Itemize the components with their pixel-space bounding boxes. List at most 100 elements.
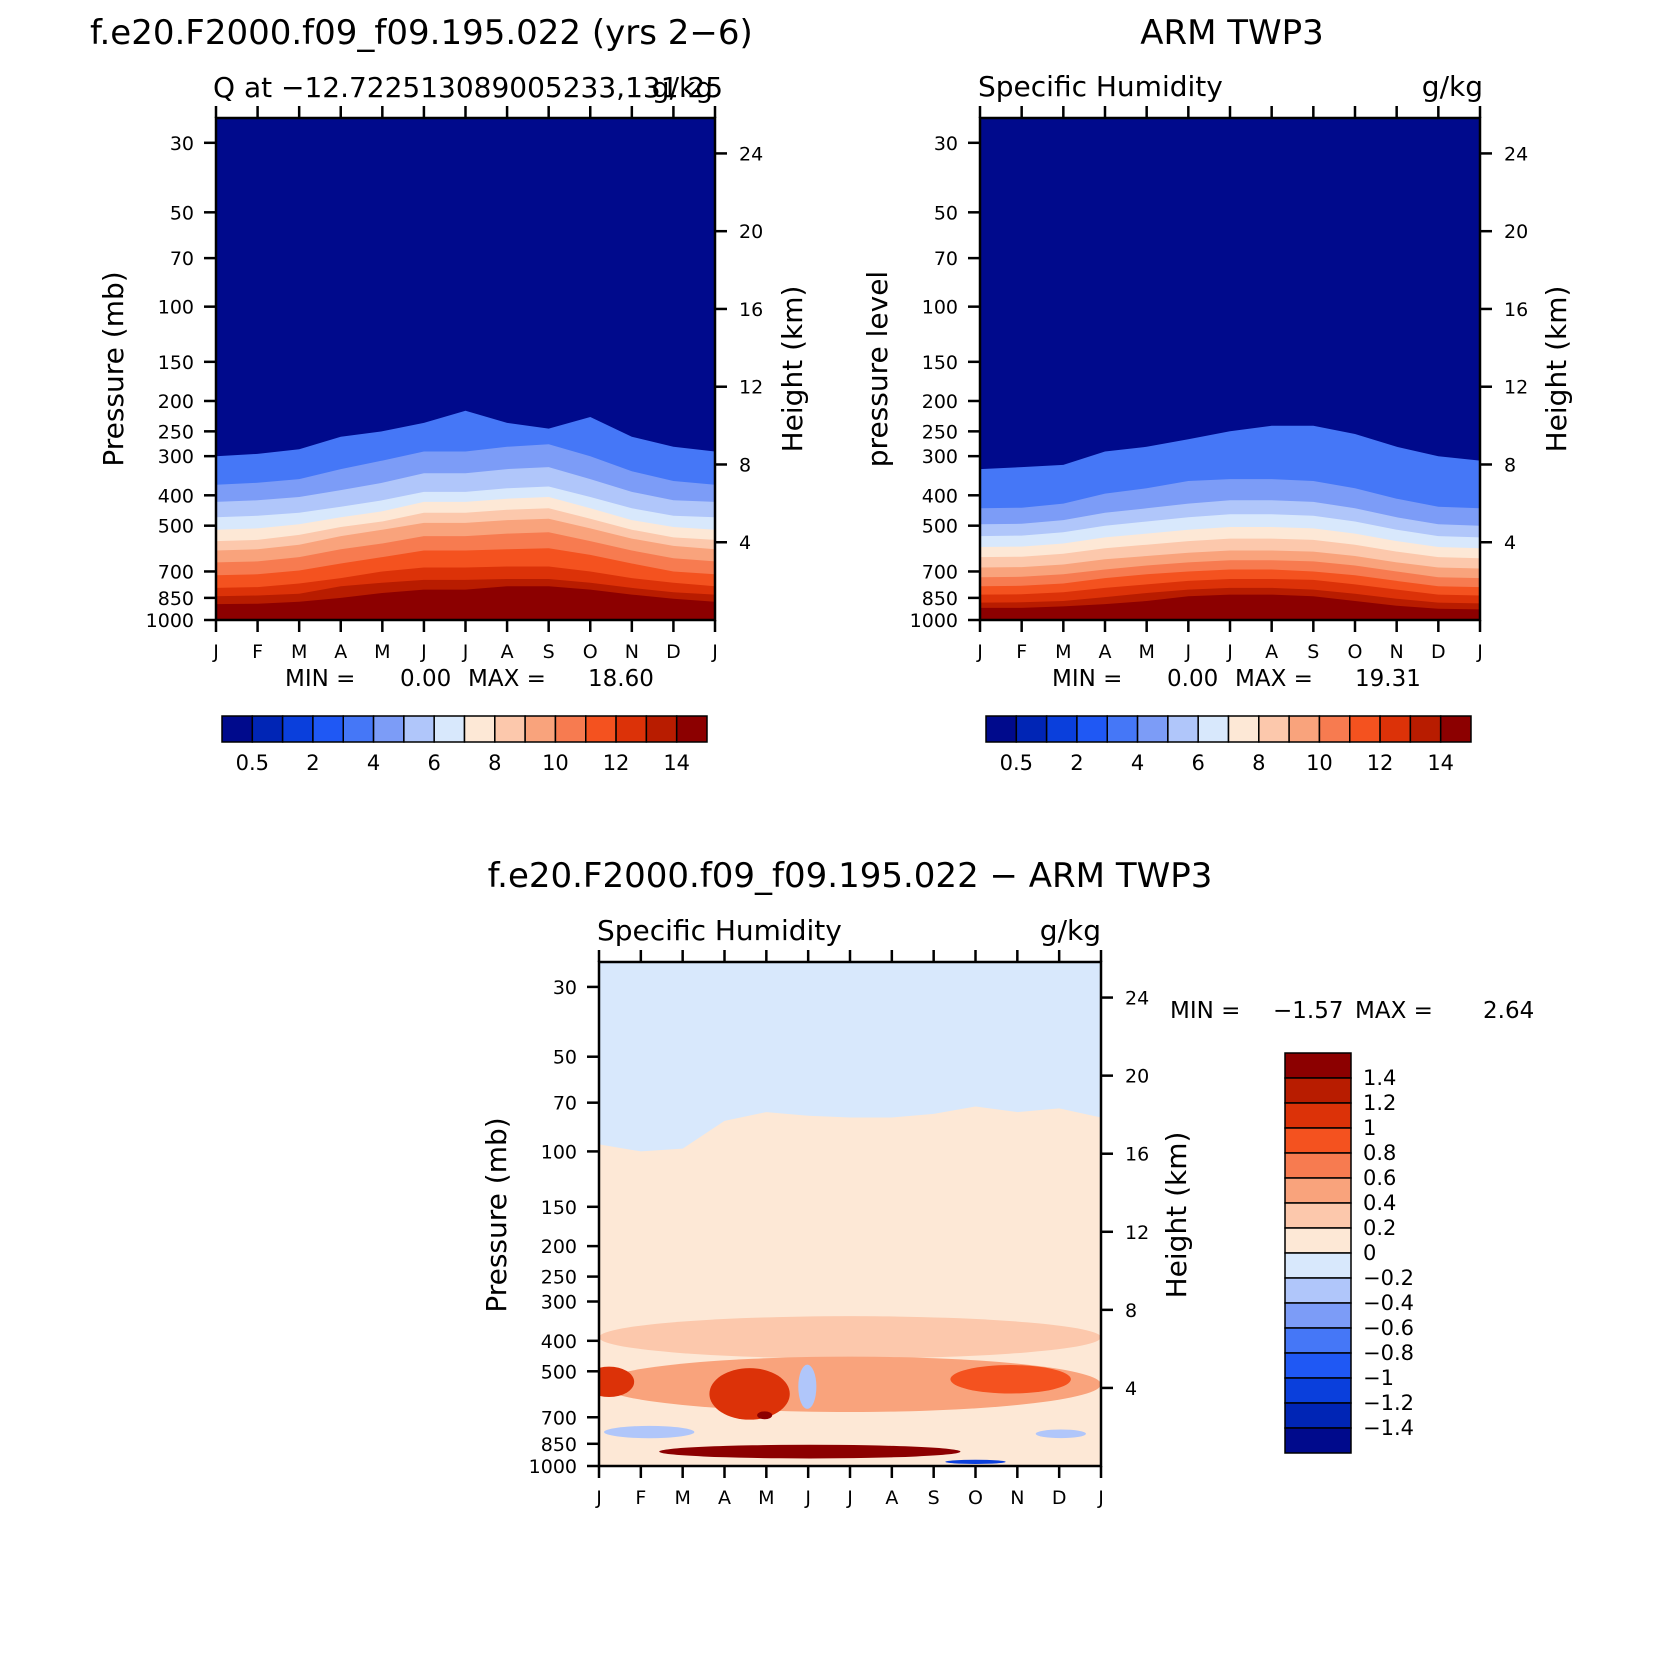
y-tick-label: 250 [158,421,194,443]
colorbar-label: −0.2 [1363,1266,1414,1290]
y-right-tick-label: 8 [1504,454,1516,476]
y-tick-label: 500 [541,1361,577,1383]
y-tick-label: 400 [158,485,194,507]
colorbar-label: 0.5 [1000,751,1033,775]
colorbar-label: 10 [542,751,569,775]
y-tick-label: 300 [541,1292,577,1314]
y-right-tick-label: 16 [1125,1144,1149,1166]
colorbar-swatch [1318,715,1351,743]
y-tick-label: 100 [158,297,194,319]
contour-blob-may-core [757,1411,773,1420]
colorbar-label: 0.5 [236,751,269,775]
colorbar-swatch [463,715,496,743]
x-tick-label: N [1010,1487,1024,1509]
colorbar-swatch [1227,715,1260,743]
panel-diff-colorbar: 1.41.210.80.60.40.20−0.2−0.4−0.6−0.8−1−1… [1284,1052,1414,1454]
panel-model: f.e20.F2000.f09_f09.195.022 (yrs 2−6) Q … [90,13,809,775]
colorbar-swatch [1015,715,1048,743]
colorbar-swatch [1409,715,1442,743]
x-tick-label: S [543,641,555,663]
panel-obs-axes: J F M A M J J A S O N D J 30 50 70 100 150 200 250 300 400 500… [910,106,1528,663]
panel-diff-subtitle-right: g/kg [1040,914,1101,947]
colorbar-swatch [1284,1302,1352,1329]
y-right-tick-label: 12 [739,377,763,399]
y-right-tick-label: 20 [1504,221,1528,243]
colorbar-label: 6 [428,751,441,775]
y-tick-label: 850 [541,1434,577,1456]
y-tick-label: 300 [158,446,194,468]
x-tick-label: J [212,641,219,663]
colorbar-swatch [1136,715,1169,743]
colorbar-swatch [985,715,1018,743]
y-tick-label: 1000 [910,610,958,632]
y-tick-label: 30 [170,133,194,155]
colorbar-label: 0.8 [1363,1141,1396,1165]
contour-blob-left-core [599,1366,635,1398]
contour-blob-upper-red [599,1316,1101,1359]
colorbar-swatch [1284,1202,1352,1229]
x-tick-label: M [291,641,307,663]
panel-obs-minmax: MIN = 0.00 MAX = 19.31 [1052,666,1421,692]
y-right-tick-label: 20 [739,221,763,243]
y-tick-label: 250 [922,421,958,443]
x-tick-label: F [1016,641,1027,663]
y-tick-label: 700 [158,561,194,583]
colorbar-swatch [1284,1352,1352,1379]
y-tick-label: 850 [158,588,194,610]
colorbar-swatch [1284,1127,1352,1154]
y-tick-label: 850 [922,588,958,610]
colorbar-label: −1.4 [1363,1416,1414,1440]
y-tick-label: 500 [158,516,194,538]
colorbar-swatch [1284,1327,1352,1354]
colorbar-label: 6 [1192,751,1205,775]
colorbar-swatch [221,715,254,743]
y-tick-label: 400 [541,1331,577,1353]
x-tick-label: O [583,641,598,663]
colorbar-label: 4 [1131,751,1144,775]
colorbar-label: −1 [1363,1366,1394,1390]
panel-model-contour-field [216,118,715,620]
y-tick-label: 30 [934,133,958,155]
y-right-tick-label: 24 [1504,143,1528,165]
colorbar-swatch [1258,715,1290,743]
x-tick-label: D [1052,1487,1067,1509]
x-tick-label: J [804,1487,811,1509]
colorbar-label: 14 [663,751,690,775]
x-tick-label: M [758,1487,774,1509]
colorbar-label: 2 [306,751,319,775]
panel-model-axes: J F M A M J J A S O N D J 30 50 70 100 150 200 250 300 400 500… [146,106,763,663]
y-tick-label: 700 [541,1407,577,1429]
contour-band-positive-small [599,1106,1101,1466]
colorbar-label: 8 [488,751,501,775]
colorbar-label: −0.4 [1363,1291,1414,1315]
colorbar-label: 0 [1363,1241,1376,1265]
colorbar-swatch [585,715,617,743]
colorbar-label: −0.6 [1363,1316,1414,1340]
colorbar-label: 1 [1363,1116,1376,1140]
y-right-tick-label: 4 [1504,532,1516,554]
panel-diff-max-value: 2.64 [1483,998,1534,1024]
panel-model-title: f.e20.F2000.f09_f09.195.022 (yrs 2−6) [90,13,753,53]
y-right-tick-label: 8 [1125,1300,1137,1322]
x-tick-label: J [462,641,469,663]
panel-diff-max-label: MAX = [1355,998,1433,1024]
x-tick-label: D [666,641,681,663]
colorbar-swatch [1284,1427,1352,1454]
panel-model-colorbar: 0.5 2 4 6 8 10 12 14 [221,715,708,775]
panel-diff-min-label: MIN = [1170,998,1240,1024]
panel-model-min-label: MIN = [285,666,355,692]
panel-model-subtitle-right: g/kg [652,71,713,104]
colorbar-swatch [1284,1152,1352,1179]
y-tick-label: 150 [922,352,958,374]
y-tick-label: 500 [922,516,958,538]
colorbar-swatch [1284,1402,1352,1429]
y-tick-label: 200 [541,1236,577,1258]
y-right-tick-label: 8 [739,454,751,476]
colorbar-label: 14 [1427,751,1454,775]
panel-diff-axes: J F M A M J J A S O N D J 30 50 70 100 150 200 250 300 400 500… [529,950,1149,1509]
x-tick-label: J [976,641,983,663]
x-tick-label: M [1055,641,1071,663]
colorbar-swatch [1284,1102,1352,1129]
colorbar-swatch [1284,1377,1352,1404]
